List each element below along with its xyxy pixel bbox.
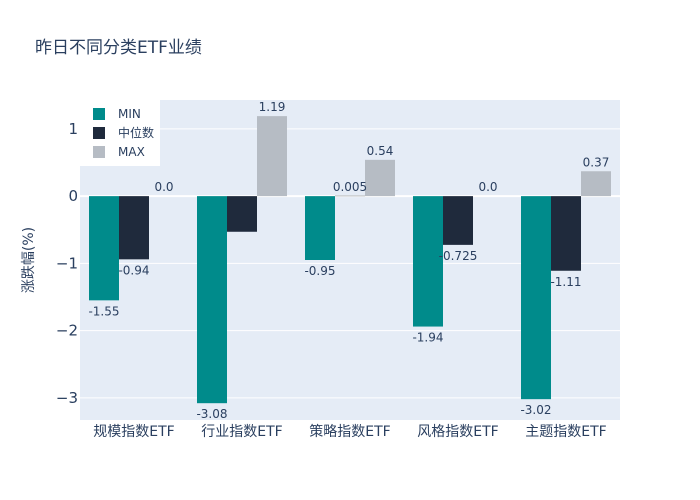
data-label: 0.0 [478,180,497,194]
legend-swatch[interactable] [93,127,105,139]
bars [89,116,611,404]
legend-swatch[interactable] [93,108,105,120]
y-tick-label: −2 [56,322,78,340]
legend-label[interactable]: 中位数 [118,125,154,140]
bar-min-1[interactable] [89,196,119,301]
x-axis-categories: 规模指数ETF 行业指数ETF 策略指数ETF 风格指数ETF 主题指数ETF [93,423,606,440]
legend[interactable]: MIN 中位数 MAX [80,100,160,166]
data-label: -1.94 [412,331,443,345]
bar--2[interactable] [227,196,257,232]
bar--1[interactable] [119,196,149,260]
data-label: -1.55 [88,304,119,318]
bar-min-2[interactable] [197,196,227,404]
data-label: -0.95 [304,264,335,278]
x-category-label: 风格指数ETF [417,424,498,440]
x-category-label: 策略指数ETF [309,423,390,440]
chart-title: 昨日不同分类ETF业绩 [35,38,202,58]
y-axis-ticks: 1 0 −1 −2 −3 [56,120,78,407]
bar-max-3[interactable] [365,159,395,197]
bar--4[interactable] [443,196,473,245]
y-axis-label: 涨跌幅(%) [21,227,37,293]
bar--5[interactable] [551,196,581,271]
data-label: -0.94 [118,263,149,277]
bar-min-4[interactable] [413,196,443,327]
data-label: 0.005 [333,180,367,194]
x-category-label: 主题指数ETF [525,424,606,440]
data-labels: -1.55 -0.94 0.0 -3.08 1.19 -0.95 0.005 0.54 -1.9… [88,100,609,421]
bar-min-3[interactable] [305,196,335,260]
y-tick-label: −3 [56,389,78,407]
data-label: 0.54 [367,144,394,158]
data-label: -0.725 [439,249,478,263]
bar-max-5[interactable] [581,171,611,197]
x-category-label: 行业指数ETF [201,424,282,440]
legend-label[interactable]: MAX [118,145,145,159]
data-label: 0.37 [583,155,610,169]
data-label: -1.11 [550,275,581,289]
data-label: -3.02 [520,403,551,417]
y-tick-label: 1 [68,120,78,138]
bar-max-2[interactable] [257,116,287,197]
data-label: -3.08 [196,407,227,421]
bar-min-5[interactable] [521,196,551,400]
y-tick-label: 0 [68,187,78,205]
data-label: 0.0 [154,180,173,194]
data-label: 1.19 [259,100,286,114]
x-category-label: 规模指数ETF [93,424,174,440]
legend-swatch[interactable] [93,146,105,158]
y-tick-label: −1 [56,254,78,272]
legend-label[interactable]: MIN [118,107,141,121]
